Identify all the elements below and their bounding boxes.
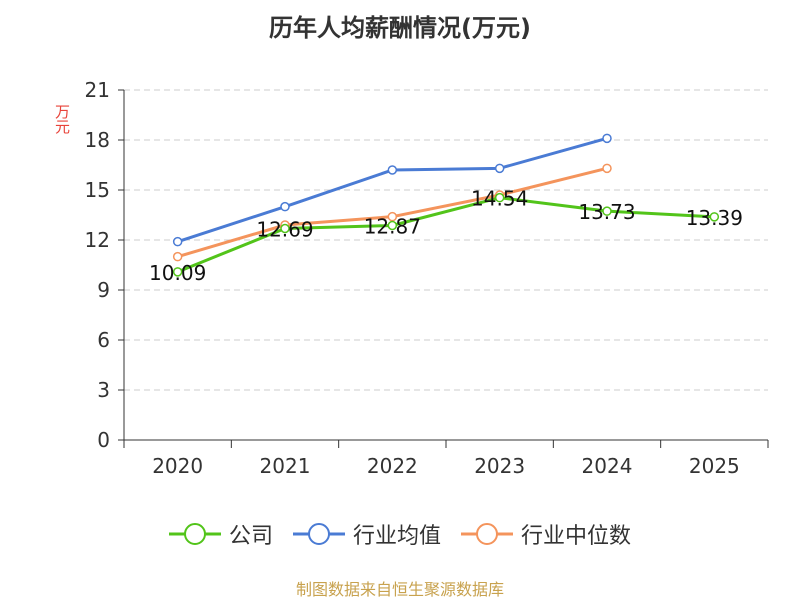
y-tick-label: 6 [97,328,110,352]
y-tick-label: 15 [85,178,110,202]
y-tick-label: 3 [97,378,110,402]
data-point-1 [280,201,290,212]
y-tick-label: 12 [85,228,110,252]
data-label: 12.69 [256,218,313,242]
x-tick-label: 2020 [152,454,203,478]
data-point-1 [172,236,183,247]
legend-label: 行业均值 [352,524,441,549]
data-point-0 [387,220,398,231]
y-axis-unit-label: 万元 [53,104,71,134]
x-tick-label: 2024 [582,454,633,478]
legend-marker-icon [168,523,221,545]
data-point-0 [709,212,720,222]
legend-marker-icon [292,523,345,545]
data-label: 13.73 [578,200,635,224]
data-point-1 [602,133,612,144]
data-point-1 [387,165,398,175]
data-label: 12.87 [364,215,421,239]
source-note: 制图数据来自恒生聚源数据库 [295,580,504,599]
legend-label: 公司 [228,524,273,549]
data-point-2 [387,211,398,222]
data-point-0 [172,267,183,277]
legend: 公司 行业均值 行业中位数 [0,518,800,550]
chart-title: 历年人均薪酬情况(万元) [269,14,531,42]
series-lines [172,133,720,277]
data-labels: 10.09 12.69 12.87 14.54 13.73 13.39 [149,187,743,285]
y-tick-label: 9 [97,278,110,302]
legend-item-2[interactable]: 行业中位数 [461,518,631,550]
data-label: 13.39 [686,206,743,230]
data-label: 10.09 [149,261,206,285]
y-tick-label: 21 [85,78,110,102]
series-line-0 [177,196,715,274]
grid-lines [124,89,768,391]
x-tick-label: 2022 [367,454,418,478]
data-point-1 [494,163,505,174]
data-point-0 [602,206,612,216]
data-point-2 [172,251,183,262]
legend-item-1[interactable]: 行业均值 [292,518,441,550]
y-tick-label: 18 [85,128,110,152]
x-tick-label: 2021 [260,454,311,478]
legend-marker-icon [461,523,513,545]
data-label: 14.54 [471,187,528,211]
x-tick-label: 2025 [689,454,740,478]
legend-label: 行业中位数 [521,524,632,549]
axes: 0 3 6 9 12 15 18 21 2020 2021 2022 2023 2024 2025 [85,78,769,478]
legend-item-0[interactable]: 公司 [168,518,273,550]
x-tick-label: 2023 [474,454,525,478]
y-tick-label: 0 [97,428,110,452]
data-point-0 [494,192,505,203]
data-point-0 [280,223,290,234]
data-point-2 [602,163,612,174]
